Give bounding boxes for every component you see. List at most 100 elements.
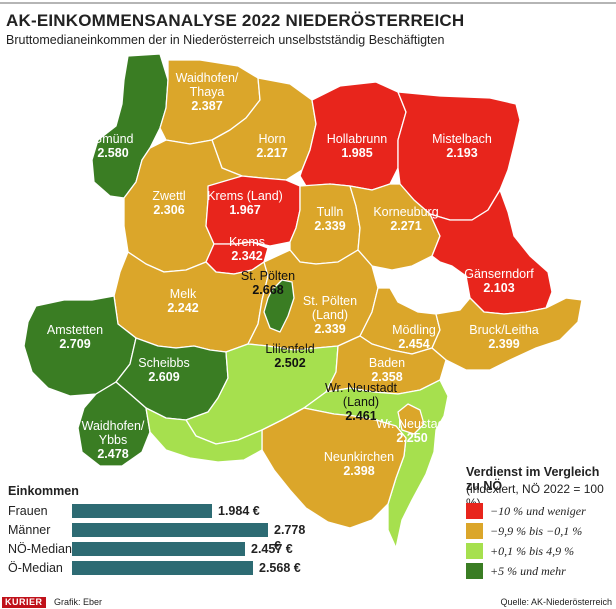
region-value: 2.580	[97, 146, 128, 160]
region-value: 2.242	[167, 301, 198, 315]
legend-swatch	[466, 543, 483, 559]
region-name: Wr. Neustadt	[376, 417, 449, 431]
income-bar	[72, 504, 212, 518]
region-name: (Land)	[343, 395, 379, 409]
legend-swatch	[466, 503, 483, 519]
income-row: NÖ-Median 2.457 €	[8, 541, 308, 557]
region-value: 2.399	[488, 337, 519, 351]
region-name: Bruck/Leitha	[469, 323, 539, 337]
legend-swatch	[466, 563, 483, 579]
region-value: 2.339	[314, 219, 345, 233]
region-name: Horn	[258, 132, 285, 146]
region-wr-neustadt[interactable]	[397, 403, 425, 435]
region-value: 2.217	[256, 146, 287, 160]
income-label: Frauen	[8, 504, 48, 518]
region-value: 2.609	[148, 370, 179, 384]
legend-label: +5 % und mehr	[490, 564, 566, 578]
region-value: 2.306	[153, 203, 184, 217]
region-name: Ybbs	[99, 433, 128, 447]
top-rule	[0, 2, 616, 4]
region-name: Baden	[369, 356, 405, 370]
legend-label: −9,9 % bis −0,1 %	[490, 524, 583, 538]
region-value: 2.250	[396, 431, 427, 445]
income-label: NÖ-Median	[8, 542, 72, 556]
region-southwest-strip	[145, 407, 263, 463]
region-value: 2.668	[252, 283, 283, 297]
region-value: 2.358	[371, 370, 402, 384]
income-row: Ö-Median 2.568 €	[8, 560, 308, 576]
region-value: 2.271	[390, 219, 421, 233]
region-value: 2.478	[97, 447, 128, 461]
region-name: Waidhofen/	[176, 71, 239, 85]
source-note: Quelle: AK-Niederösterreich	[500, 597, 612, 607]
region-st-poelten[interactable]	[263, 279, 295, 333]
region-value: 2.502	[274, 356, 305, 370]
legend-swatch	[466, 523, 483, 539]
region-value: 2.193	[446, 146, 477, 160]
region-name: Waidhofen/	[82, 419, 145, 433]
graphic-credit: Grafik: Eber	[54, 597, 103, 607]
income-value: 2.778 €	[274, 523, 306, 553]
region-vienna-gap	[390, 256, 470, 314]
income-bar	[72, 542, 245, 556]
region-name: Zwettl	[152, 189, 185, 203]
region-name: Wr. Neustadt	[325, 381, 398, 395]
region-waidhofen-ybbs[interactable]	[77, 381, 151, 467]
region-value: 1.985	[341, 146, 372, 160]
income-label: Männer	[8, 523, 51, 537]
region-value: 1.967	[229, 203, 260, 217]
region-name: Neunkirchen	[324, 450, 394, 464]
region-value: 2.709	[59, 337, 90, 351]
region-value: 2.342	[231, 249, 262, 263]
income-value: 2.568 €	[259, 561, 301, 575]
region-name: Krems (Land)	[207, 189, 283, 203]
region-name: Melk	[170, 287, 197, 301]
region-value: 2.461	[345, 409, 376, 423]
region-name: Gänserndorf	[464, 267, 534, 281]
income-bar	[72, 561, 253, 575]
legend-label: −10 % und weniger	[490, 504, 586, 518]
region-neunkirchen[interactable]	[261, 407, 407, 529]
brand-logo: KURIER	[2, 597, 46, 608]
region-name: Mistelbach	[432, 132, 492, 146]
region-name: Korneuburg	[373, 205, 438, 219]
region-name: St. Pölten	[241, 269, 295, 283]
region-name: Gmünd	[93, 132, 134, 146]
page-subtitle: Bruttomedianeinkommen der in Niederöster…	[6, 33, 445, 47]
legend-title: Verdienst im Vergleich zu NÖ	[466, 465, 600, 493]
income-value: 1.984 €	[218, 504, 260, 518]
region-label-13: St. Pölten(Land)2.339	[303, 294, 357, 336]
region-label-6: Krems (Land)1.967	[207, 189, 283, 217]
region-value: 2.339	[314, 322, 345, 336]
legend-label: +0,1 % bis 4,9 %	[490, 544, 575, 558]
region-name: Hollabrunn	[327, 132, 388, 146]
page-title: AK-EINKOMMENSANALYSE 2022 NIEDERÖSTERREI…	[6, 11, 465, 30]
region-name: Amstetten	[47, 323, 103, 337]
region-label-20: Wr. Neustadt(Land)2.461	[325, 381, 398, 423]
region-name: St. Pölten	[303, 294, 357, 308]
income-row: Männer 2.778 €	[8, 522, 308, 553]
region-name: (Land)	[312, 308, 348, 322]
region-value: 2.103	[483, 281, 514, 295]
